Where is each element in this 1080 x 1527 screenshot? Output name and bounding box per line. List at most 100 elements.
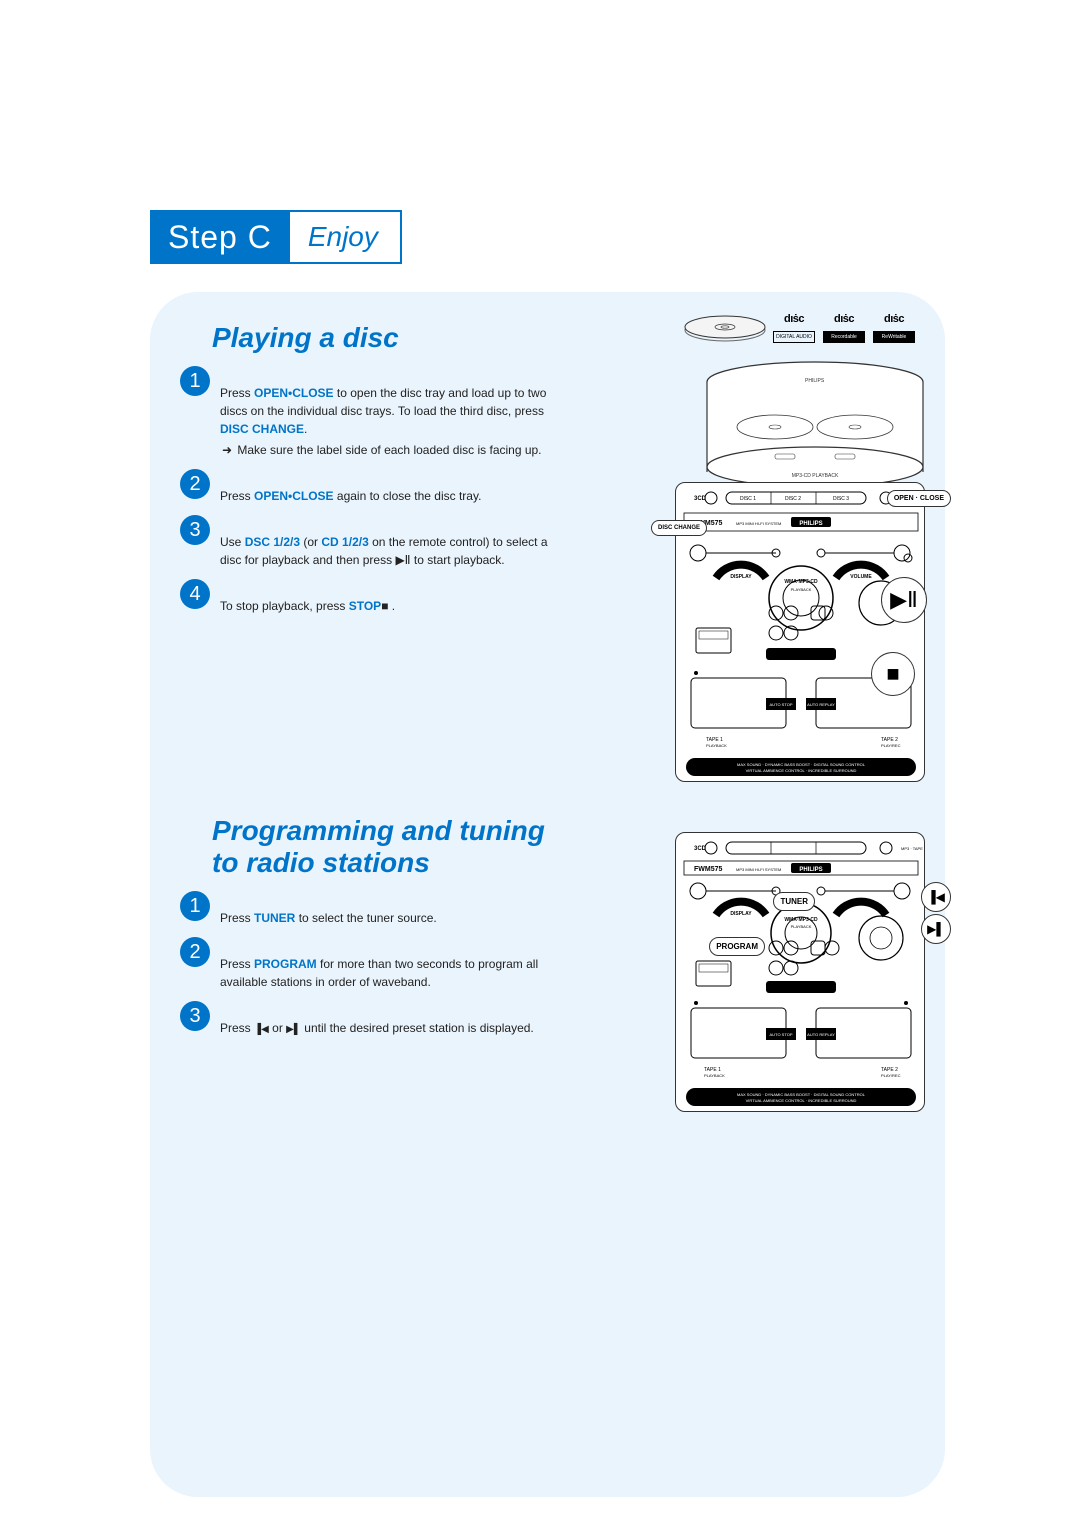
- svg-text:PLAYBACK: PLAYBACK: [706, 743, 727, 748]
- svg-text:AUTO STOP: AUTO STOP: [770, 1032, 793, 1037]
- callout-tuner: TUNER: [773, 892, 815, 911]
- callout-program: PROGRAM: [709, 937, 765, 956]
- radio-step-1: 1 Press TUNER to select the tuner source…: [180, 891, 570, 927]
- step-body: Use DSC 1/2/3 (or CD 1/2/3 on the remote…: [220, 515, 570, 569]
- next-icon: ▶▌: [286, 1024, 301, 1035]
- step-number: 2: [180, 937, 210, 967]
- callout-next: ▶▌: [921, 914, 951, 944]
- svg-text:PLAYBACK: PLAYBACK: [704, 1073, 725, 1078]
- step-number: 4: [180, 579, 210, 609]
- svg-text:MAX SOUND · DYNAMIC BASS BOOST: MAX SOUND · DYNAMIC BASS BOOST · DIGITAL…: [737, 762, 866, 767]
- text: to select the tuner source.: [295, 911, 436, 925]
- keyword: TUNER: [254, 911, 295, 925]
- instruction-panel: Playing a disc 1 Press OPEN•CLOSE to ope…: [150, 292, 945, 1497]
- svg-text:FWM575: FWM575: [694, 866, 723, 873]
- device-top-view: MP3-CD PLAYBACK PHILIPS: [705, 352, 925, 492]
- text: .: [304, 422, 307, 436]
- text: or: [272, 1021, 286, 1035]
- svg-text:VIRTUAL AMBIENCE CONTROL · INC: VIRTUAL AMBIENCE CONTROL · INCREDIBLE SU…: [746, 1098, 857, 1103]
- keyword: DISC CHANGE: [220, 422, 304, 436]
- step-body: Press TUNER to select the tuner source.: [220, 891, 437, 927]
- playing-step-2: 2 Press OPEN•CLOSE again to close the di…: [180, 469, 570, 505]
- cd-logo-text: dıṡc: [823, 307, 865, 331]
- cd-logo-text: dıṡc: [873, 307, 915, 331]
- svg-text:WMA·MP3·CD: WMA·MP3·CD: [784, 579, 818, 585]
- svg-text:PHILIPS: PHILIPS: [805, 378, 825, 384]
- svg-text:DISC 3: DISC 3: [833, 496, 849, 502]
- radio-step-3: 3 Press ▐◀ or ▶▌ until the desired prese…: [180, 1001, 570, 1037]
- text: Use: [220, 535, 245, 549]
- callout-prev: ▐◀: [921, 882, 951, 912]
- step-number: 1: [180, 891, 210, 921]
- keyword: PROGRAM: [254, 957, 317, 971]
- cd-logos: dıṡc DIGITAL AUDIO dıṡc Recordable dıṡc …: [773, 307, 915, 345]
- svg-text:DISC 2: DISC 2: [785, 496, 801, 502]
- svg-text:DISPLAY: DISPLAY: [730, 574, 752, 580]
- cd-logo-label: ReWritable: [873, 331, 915, 343]
- svg-text:VIRTUAL AMBIENCE CONTROL · INC: VIRTUAL AMBIENCE CONTROL · INCREDIBLE SU…: [746, 768, 857, 773]
- svg-text:AUTO REPLAY: AUTO REPLAY: [807, 702, 835, 707]
- svg-text:3CD: 3CD: [694, 846, 707, 852]
- svg-text:3CD: 3CD: [694, 496, 707, 502]
- text: until the desired preset station is disp…: [304, 1021, 533, 1035]
- cd-logo-recordable: dıṡc Recordable: [823, 307, 865, 345]
- svg-text:AUTO REPLAY: AUTO REPLAY: [807, 1032, 835, 1037]
- playing-step-4: 4 To stop playback, press STOP■ .: [180, 579, 570, 615]
- arrow-icon: ➜: [220, 441, 234, 459]
- text: Press: [220, 489, 254, 503]
- play-pause-icon: ▶Ⅱ: [395, 553, 410, 567]
- text: to start playback.: [414, 553, 505, 567]
- svg-text:MP3 MINI HI-FI SYSTEM: MP3 MINI HI-FI SYSTEM: [736, 867, 781, 872]
- stereo-diagram-radio: 3CD MP3 · TAPE FWM575 MP3 MINI HI-FI SYS…: [675, 832, 925, 1112]
- cd-logo-label: DIGITAL AUDIO: [773, 331, 815, 343]
- svg-text:MAX SOUND · DYNAMIC BASS BOOST: MAX SOUND · DYNAMIC BASS BOOST · DIGITAL…: [737, 1092, 866, 1097]
- step-body: Press OPEN•CLOSE again to close the disc…: [220, 469, 481, 505]
- prev-icon: ▐◀: [254, 1024, 269, 1035]
- svg-text:WMA·MP3·CD: WMA·MP3·CD: [784, 917, 818, 923]
- text: Press: [220, 957, 254, 971]
- keyword: OPEN•CLOSE: [254, 386, 334, 400]
- step-number: 3: [180, 1001, 210, 1031]
- cd-logo-text: dıṡc: [773, 307, 815, 331]
- text: To stop playback, press: [220, 599, 349, 613]
- svg-text:PLAY/REC: PLAY/REC: [881, 1073, 901, 1078]
- radio-step-2: 2 Press PROGRAM for more than two second…: [180, 937, 570, 991]
- mp3-cd-label: MP3-CD PLAYBACK: [792, 473, 839, 479]
- text: (or: [300, 535, 321, 549]
- enjoy-label: Enjoy: [290, 210, 402, 264]
- svg-text:VOLUME: VOLUME: [850, 574, 872, 580]
- callout-stop: ■: [871, 652, 915, 696]
- svg-text:PLAY/REC: PLAY/REC: [881, 743, 901, 748]
- keyword: OPEN•CLOSE: [254, 489, 334, 503]
- keyword: DSC 1/2/3: [245, 535, 300, 549]
- step-header: Step C Enjoy: [150, 210, 945, 264]
- step-body: Press PROGRAM for more than two seconds …: [220, 937, 570, 991]
- step-number: 3: [180, 515, 210, 545]
- text: Press: [220, 1021, 254, 1035]
- svg-text:MP3 MINI HI-FI SYSTEM: MP3 MINI HI-FI SYSTEM: [736, 521, 781, 526]
- keyword: CD 1/2/3: [321, 535, 368, 549]
- playing-step-1: 1 Press OPEN•CLOSE to open the disc tray…: [180, 366, 570, 459]
- step-number: 2: [180, 469, 210, 499]
- step-body: Press OPEN•CLOSE to open the disc tray a…: [220, 366, 570, 459]
- step-label: Step C: [150, 210, 290, 264]
- cd-logo-digital-audio: dıṡc DIGITAL AUDIO: [773, 307, 815, 345]
- svg-text:DISC 1: DISC 1: [740, 496, 756, 502]
- svg-text:AUTO STOP: AUTO STOP: [770, 702, 793, 707]
- callout-play-pause: ▶Ⅱ: [881, 577, 927, 623]
- text: Make sure the label side of each loaded …: [234, 443, 542, 457]
- cd-logo-label: Recordable: [823, 331, 865, 343]
- svg-text:PLAYBACK: PLAYBACK: [791, 587, 812, 592]
- svg-text:PLAYBACK: PLAYBACK: [791, 924, 812, 929]
- step-body: To stop playback, press STOP■ .: [220, 579, 395, 615]
- step-number: 1: [180, 366, 210, 396]
- text: Press: [220, 386, 254, 400]
- svg-text:DISPLAY: DISPLAY: [730, 911, 752, 917]
- playing-step-3: 3 Use DSC 1/2/3 (or CD 1/2/3 on the remo…: [180, 515, 570, 569]
- svg-text:PHILIPS: PHILIPS: [799, 521, 822, 527]
- disc-illustration: [680, 292, 770, 344]
- svg-text:PHILIPS: PHILIPS: [799, 867, 822, 873]
- callout-disc-change: DISC CHANGE: [651, 520, 707, 536]
- cd-logo-rewritable: dıṡc ReWritable: [873, 307, 915, 345]
- callout-open-close: OPEN · CLOSE: [887, 490, 951, 507]
